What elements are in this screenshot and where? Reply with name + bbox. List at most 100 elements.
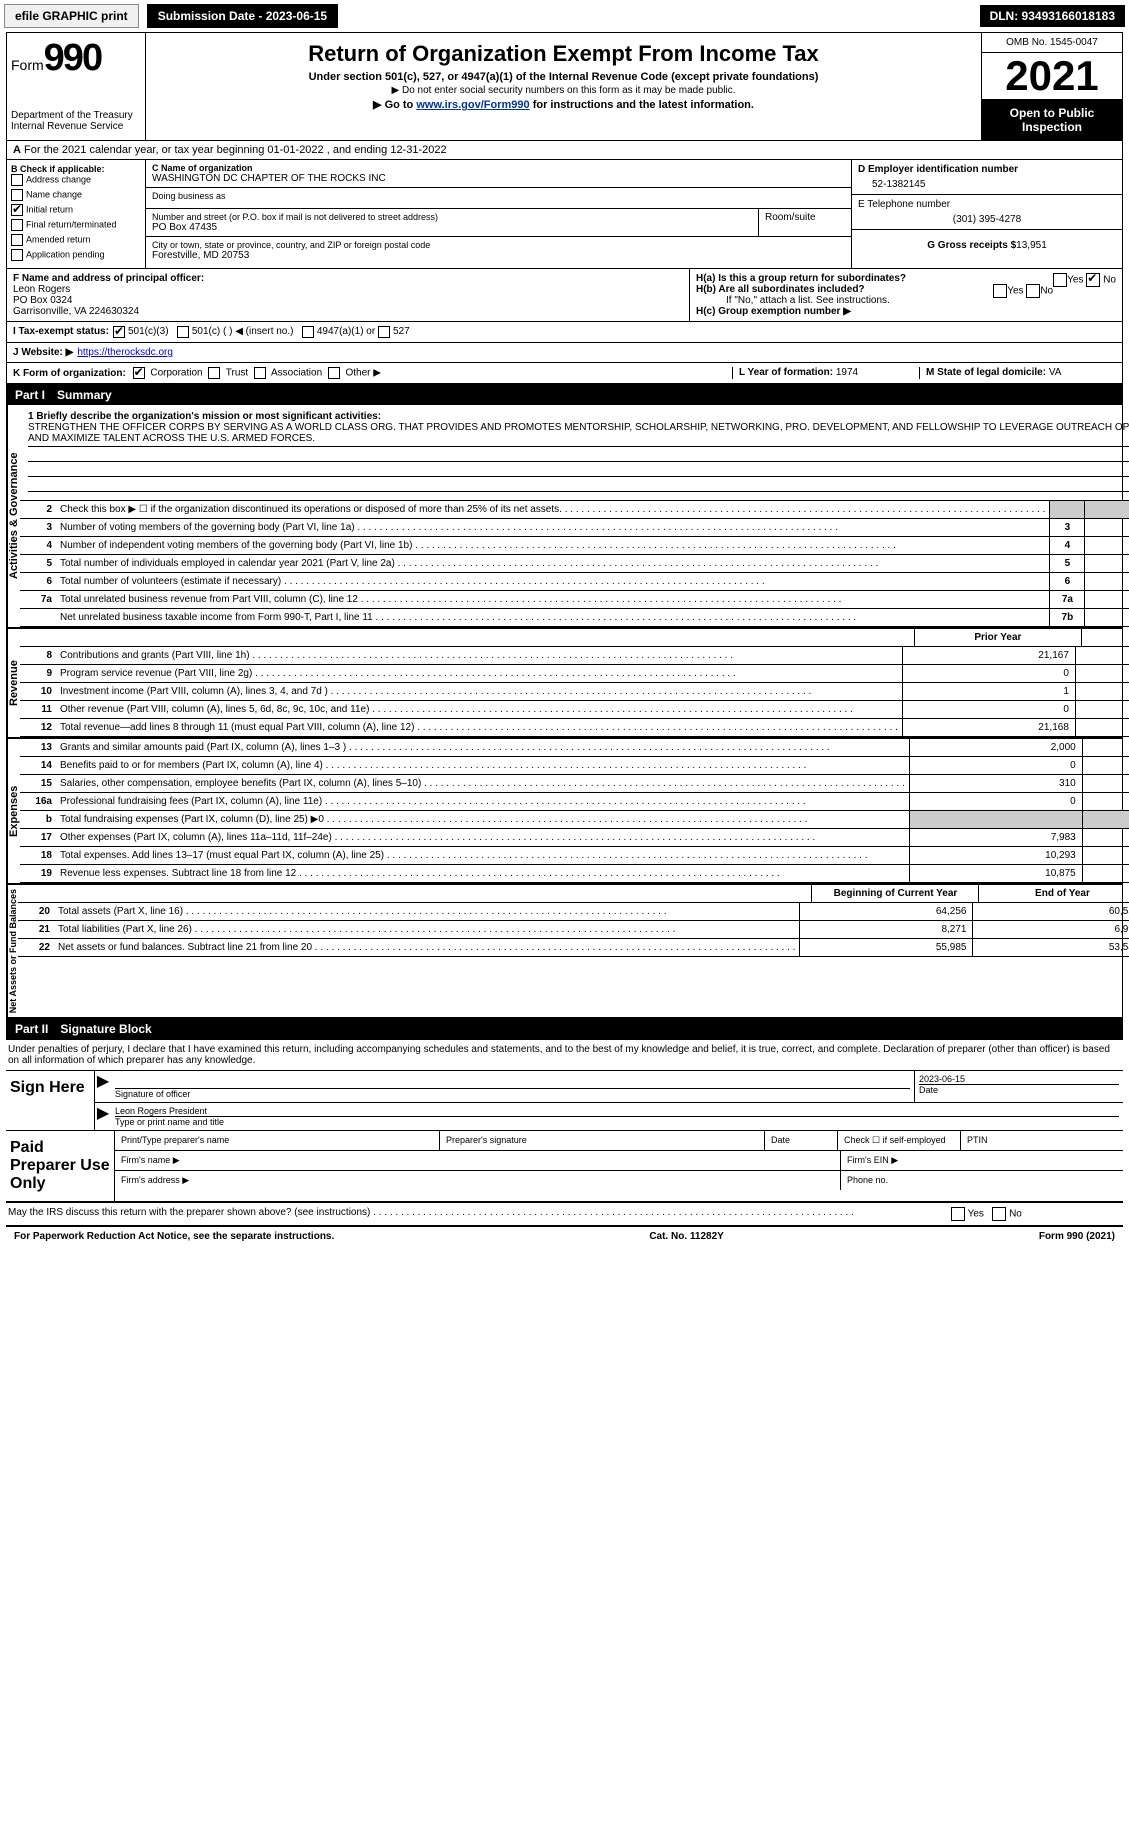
hdr-end: End of Year	[978, 885, 1129, 902]
room-label: Room/suite	[759, 209, 851, 236]
mission-blank3	[28, 479, 1129, 492]
form-prefix: Form	[11, 57, 44, 73]
fin-row: 21Total liabilities (Part X, line 26)8,2…	[18, 921, 1129, 939]
fin-row: bTotal fundraising expenses (Part IX, co…	[20, 811, 1129, 829]
note-ssn: ▶ Do not enter social security numbers o…	[154, 85, 973, 96]
may-no-box[interactable]	[992, 1207, 1006, 1221]
hdr-current: Current Year	[1081, 629, 1129, 646]
e-label: E Telephone number	[858, 199, 1116, 210]
dept-label: Department of the Treasury	[11, 110, 141, 121]
side-governance: Activities & Governance	[7, 405, 20, 627]
opt-assoc: Association	[271, 368, 322, 379]
g-label: G Gross receipts $	[927, 240, 1016, 251]
mission-blank1	[28, 449, 1129, 462]
check-label: B Check if applicable:	[11, 164, 141, 174]
fin-row: 20Total assets (Part X, line 16)64,25660…	[18, 903, 1129, 921]
gov-row: 5Total number of individuals employed in…	[20, 555, 1129, 573]
hdr-begin: Beginning of Current Year	[811, 885, 978, 902]
chk-initial[interactable]: Initial return	[11, 204, 141, 216]
org-name: WASHINGTON DC CHAPTER OF THE ROCKS INC	[152, 173, 845, 184]
firm-addr-label: Firm's address ▶	[115, 1171, 841, 1190]
form-number: 990	[44, 37, 101, 79]
part1-num: Part I	[15, 388, 45, 402]
open-public-badge: Open to Public Inspection	[982, 100, 1122, 140]
footer-left: For Paperwork Reduction Act Notice, see …	[14, 1231, 334, 1242]
i-label: I Tax-exempt status:	[13, 326, 109, 338]
form-frame: Form990 Department of the Treasury Inter…	[6, 32, 1123, 1040]
mission-blank2	[28, 464, 1129, 477]
irs-label: Internal Revenue Service	[11, 121, 141, 132]
city-value: Forestville, MD 20753	[152, 250, 845, 261]
chk-527[interactable]	[378, 326, 390, 338]
opt-corp: Corporation	[150, 368, 202, 379]
officer-name: Leon Rogers	[13, 284, 683, 295]
chk-501c3[interactable]	[113, 326, 125, 338]
chk-501c[interactable]	[177, 326, 189, 338]
chk-trust[interactable]	[208, 367, 220, 379]
website-link[interactable]: https://therocksdc.org	[77, 347, 173, 358]
declaration-text: Under penalties of perjury, I declare th…	[6, 1040, 1123, 1071]
fin-header-rev: Prior Year Current Year	[20, 629, 1129, 647]
mission-text: STRENGTHEN THE OFFICER CORPS BY SERVING …	[28, 422, 1129, 447]
sig-name-value: Leon Rogers President	[115, 1106, 1119, 1116]
ha-row: H(a) Is this a group return for subordin…	[696, 273, 1116, 284]
dba-label: Doing business as	[152, 191, 845, 201]
submission-date-button[interactable]: Submission Date - 2023-06-15	[147, 4, 338, 28]
fin-row: 13Grants and similar amounts paid (Part …	[20, 739, 1129, 757]
opt-527: 527	[393, 326, 410, 338]
firm-ein-label: Firm's EIN ▶	[841, 1151, 1123, 1170]
fin-row: 19Revenue less expenses. Subtract line 1…	[20, 865, 1129, 883]
form-subtitle: Under section 501(c), 527, or 4947(a)(1)…	[154, 71, 973, 83]
m-label: M State of legal domicile:	[926, 367, 1046, 378]
fin-row: 10Investment income (Part VIII, column (…	[20, 683, 1129, 701]
efile-button[interactable]: efile GRAPHIC print	[4, 4, 139, 28]
side-net: Net Assets or Fund Balances	[7, 885, 18, 1017]
gov-row: 3Number of voting members of the governi…	[20, 519, 1129, 537]
c-label: C Name of organization	[152, 163, 845, 173]
mission-label: 1 Briefly describe the organization's mi…	[28, 411, 1129, 422]
hc-row: H(c) Group exemption number ▶	[696, 306, 1116, 317]
chk-corp[interactable]	[133, 367, 145, 379]
fin-row: 15Salaries, other compensation, employee…	[20, 775, 1129, 793]
opt-501c3: 501(c)(3)	[128, 326, 169, 338]
opt-other: Other ▶	[345, 368, 380, 379]
gov-row: 7aTotal unrelated business revenue from …	[20, 591, 1129, 609]
prep-name-label: Print/Type preparer's name	[115, 1131, 440, 1150]
m-value: VA	[1049, 367, 1062, 378]
sig-arrow-1: ▶	[95, 1071, 111, 1102]
phone-value: (301) 395-4278	[858, 210, 1116, 225]
gov-row: 2Check this box ▶ ☐ if the organization …	[20, 501, 1129, 519]
footer-mid: Cat. No. 11282Y	[649, 1231, 723, 1242]
part2-num: Part II	[15, 1022, 48, 1036]
chk-pending[interactable]: Application pending	[11, 249, 141, 261]
chk-address[interactable]: Address change	[11, 174, 141, 186]
dln-label: DLN: 93493166018183	[980, 5, 1125, 27]
fin-row: 9Program service revenue (Part VIII, lin…	[20, 665, 1129, 683]
may-discuss-yn: Yes No	[951, 1207, 1121, 1221]
chk-amended[interactable]: Amended return	[11, 234, 141, 246]
firm-phone-label: Phone no.	[841, 1171, 1123, 1190]
irs-link[interactable]: www.irs.gov/Form990	[416, 99, 529, 111]
part2-title: Signature Block	[60, 1022, 151, 1036]
part1-title: Summary	[57, 388, 112, 402]
may-yes-box[interactable]	[951, 1207, 965, 1221]
prep-self-label: Check ☐ if self-employed	[838, 1131, 961, 1150]
chk-assoc[interactable]	[254, 367, 266, 379]
gov-row: Net unrelated business taxable income fr…	[20, 609, 1129, 627]
chk-name[interactable]: Name change	[11, 189, 141, 201]
city-label: City or town, state or province, country…	[152, 240, 845, 250]
street-label: Number and street (or P.O. box if mail i…	[152, 212, 752, 222]
fin-row: 22Net assets or fund balances. Subtract …	[18, 939, 1129, 957]
note-goto-pre: ▶ Go to	[373, 99, 416, 111]
sig-arrow-2: ▶	[95, 1103, 111, 1130]
prep-sig-label: Preparer's signature	[440, 1131, 765, 1150]
opt-4947: 4947(a)(1) or	[317, 326, 375, 338]
side-revenue: Revenue	[7, 629, 20, 737]
chk-final[interactable]: Final return/terminated	[11, 219, 141, 231]
chk-other[interactable]	[328, 367, 340, 379]
omb-label: OMB No. 1545-0047	[982, 33, 1122, 52]
paid-preparer-label: Paid Preparer Use Only	[6, 1131, 114, 1201]
hdr-prior: Prior Year	[914, 629, 1081, 646]
sig-date-value: 2023-06-15	[919, 1074, 1119, 1084]
chk-4947[interactable]	[302, 326, 314, 338]
